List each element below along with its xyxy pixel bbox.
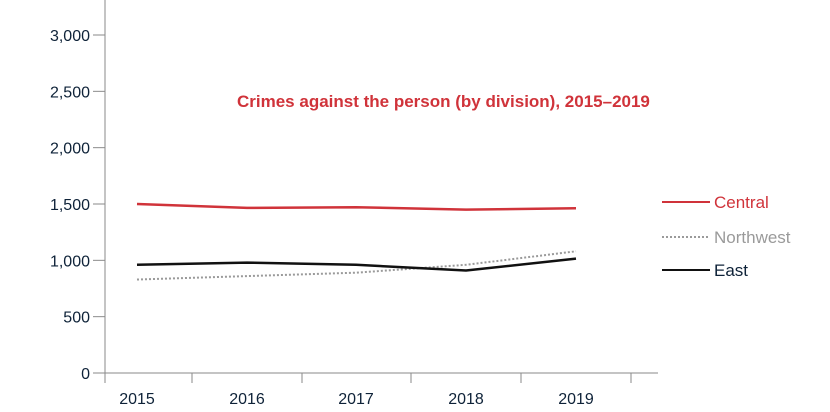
y-tick-label: 1,000: [50, 253, 90, 270]
legend-label-east: East: [714, 261, 748, 280]
series-line-central: [136, 202, 577, 211]
series-lines: [136, 202, 577, 281]
axes: [104, 0, 658, 374]
legend-label-northwest: Northwest: [714, 228, 791, 247]
legend-label-central: Central: [714, 193, 769, 212]
y-axis-ticks: 0 500 1,000 1,500 2,000 2,500 3,000: [50, 28, 105, 383]
series-line-east: [136, 257, 577, 272]
y-tick-label: 2,500: [50, 84, 90, 101]
x-tick-label: 2018: [448, 391, 484, 408]
x-tick-label: 2019: [558, 391, 594, 408]
x-tick-label: 2016: [229, 391, 265, 408]
y-tick-label: 0: [81, 366, 90, 383]
x-tick-label: 2017: [338, 391, 374, 408]
y-tick-label: 1,500: [50, 197, 90, 214]
y-tick-label: 2,000: [50, 141, 90, 158]
legend: Central Northwest East: [662, 193, 791, 280]
chart-title: Crimes against the person (by division),…: [237, 92, 650, 111]
y-tick-label: 500: [63, 310, 90, 327]
x-tick-label: 2015: [119, 391, 155, 408]
x-axis-ticks: 2015 2016 2017 2018 2019: [104, 373, 632, 408]
series-line-northwest: [136, 250, 577, 281]
y-tick-label: 3,000: [50, 28, 90, 45]
